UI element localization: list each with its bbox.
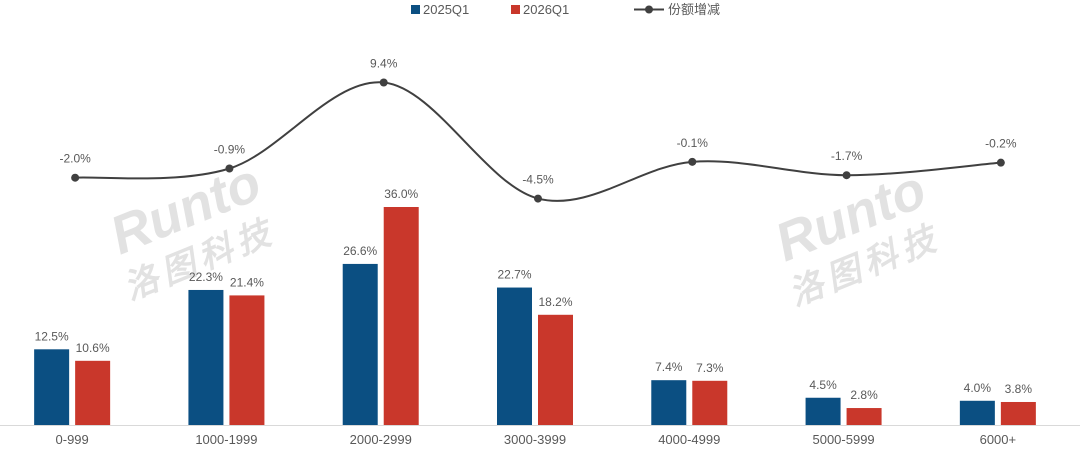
bar-2026q1-3000-3999: [538, 314, 573, 425]
line-point-1000-1999: [225, 164, 234, 173]
legend-line-marker: [645, 5, 653, 14]
data-label-2025q1: 4.0%: [964, 381, 992, 395]
bar-2025q1-5000-5999: [805, 397, 841, 425]
x-tick-label: 1000-1999: [195, 432, 257, 447]
x-tick-label: 3000-3999: [504, 432, 566, 447]
data-label-2026q1: 10.6%: [76, 341, 110, 355]
line-point-4000-4999: [688, 157, 697, 166]
legend-swatch-2025q1: [411, 5, 420, 14]
line-data-label: -4.5%: [522, 173, 554, 187]
legend-label-2025q1: 2025Q1: [423, 2, 469, 17]
line-data-label: -2.0%: [59, 152, 91, 166]
legend-swatch-2026q1: [511, 5, 520, 14]
line-point-0-999: [71, 173, 80, 182]
bar-2025q1-2000-2999: [342, 263, 378, 425]
line-layer: [71, 78, 1005, 203]
bar-2026q1-4000-4999: [692, 380, 728, 425]
bar-2025q1-6000+: [959, 400, 995, 425]
data-label-2025q1: 12.5%: [35, 329, 69, 343]
data-label-2026q1: 3.8%: [1005, 382, 1033, 396]
legend: 2025Q1 2026Q1 份额增减: [411, 2, 720, 17]
bar-2025q1-0-999: [34, 349, 70, 425]
bar-2025q1-1000-1999: [188, 289, 224, 425]
bar-2025q1-4000-4999: [651, 380, 687, 425]
data-label-2026q1: 18.2%: [538, 295, 572, 309]
data-label-2026q1: 7.3%: [696, 361, 724, 375]
bar-2025q1-3000-3999: [497, 287, 532, 425]
x-tick-label: 0-999: [56, 432, 89, 447]
line-point-5000-5999: [842, 171, 851, 180]
line-point-6000+: [996, 158, 1005, 167]
x-tick-label: 6000+: [980, 432, 1017, 447]
line-data-label: -0.2%: [985, 137, 1017, 151]
x-tick-label: 5000-5999: [812, 432, 874, 447]
data-label-2025q1: 4.5%: [809, 378, 837, 392]
line-data-label: 9.4%: [370, 57, 398, 71]
data-label-2026q1: 36.0%: [384, 187, 418, 201]
line-point-3000-3999: [534, 194, 542, 203]
data-label-2025q1: 26.6%: [343, 244, 377, 258]
data-label-2025q1: 7.4%: [655, 360, 683, 374]
bars-layer: [34, 207, 1036, 425]
data-label-2026q1: 21.4%: [230, 275, 264, 289]
data-label-2025q1: 22.3%: [189, 270, 223, 284]
data-label-2025q1: 22.7%: [497, 268, 531, 282]
bar-2026q1-0-999: [75, 360, 111, 425]
bar-2026q1-1000-1999: [229, 295, 265, 425]
bar-2026q1-2000-2999: [383, 207, 419, 425]
line-point-2000-2999: [379, 78, 388, 87]
x-tick-label: 4000-4999: [658, 432, 720, 447]
line-data-label: -1.7%: [831, 149, 863, 163]
line-data-label: -0.9%: [214, 143, 246, 157]
line-data-label: -0.1%: [677, 136, 709, 150]
legend-label-2026q1: 2026Q1: [523, 2, 569, 17]
x-tick-label: 2000-2999: [350, 432, 412, 447]
bar-2026q1-5000-5999: [846, 408, 882, 425]
bar-2026q1-6000+: [1000, 401, 1036, 425]
labels-layer: 12.5% 10.6% 0-999 22.3% 21.4% 1000-1999 26.6% 3…: [35, 57, 1033, 447]
legend-label-share-change: 份额增减: [668, 2, 720, 17]
data-label-2026q1: 2.8%: [850, 388, 878, 402]
watermark-right: Runto 洛图科技: [767, 159, 946, 313]
